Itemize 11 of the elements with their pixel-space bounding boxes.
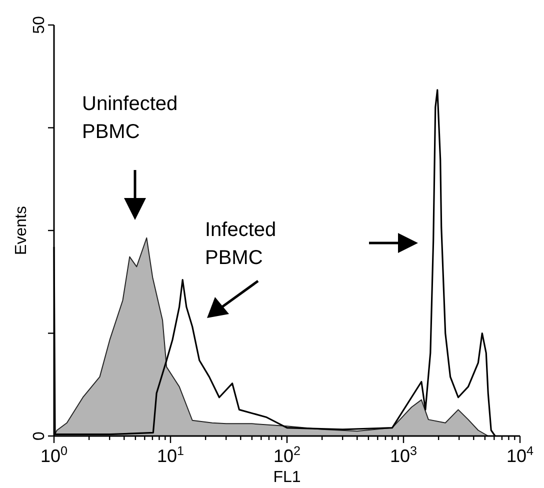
annotation: Uninfected PBMC	[82, 93, 178, 143]
x-tick-label: 10$^{3}$	[390, 444, 418, 466]
y-axis-title: Events	[13, 206, 30, 255]
x-tick-label: 10$^{2}$	[273, 444, 301, 466]
x-axis-title: FL1	[273, 469, 301, 486]
y-tick-label: 0	[31, 431, 48, 440]
annotation: Infected PBMC	[205, 219, 276, 269]
x-tick-label: 10$^{1}$	[156, 444, 184, 466]
x-tick-label: 10$^{0}$	[40, 444, 68, 466]
y-tick-label: 50	[31, 16, 48, 34]
x-tick-label: 10$^{4}$	[506, 444, 534, 466]
